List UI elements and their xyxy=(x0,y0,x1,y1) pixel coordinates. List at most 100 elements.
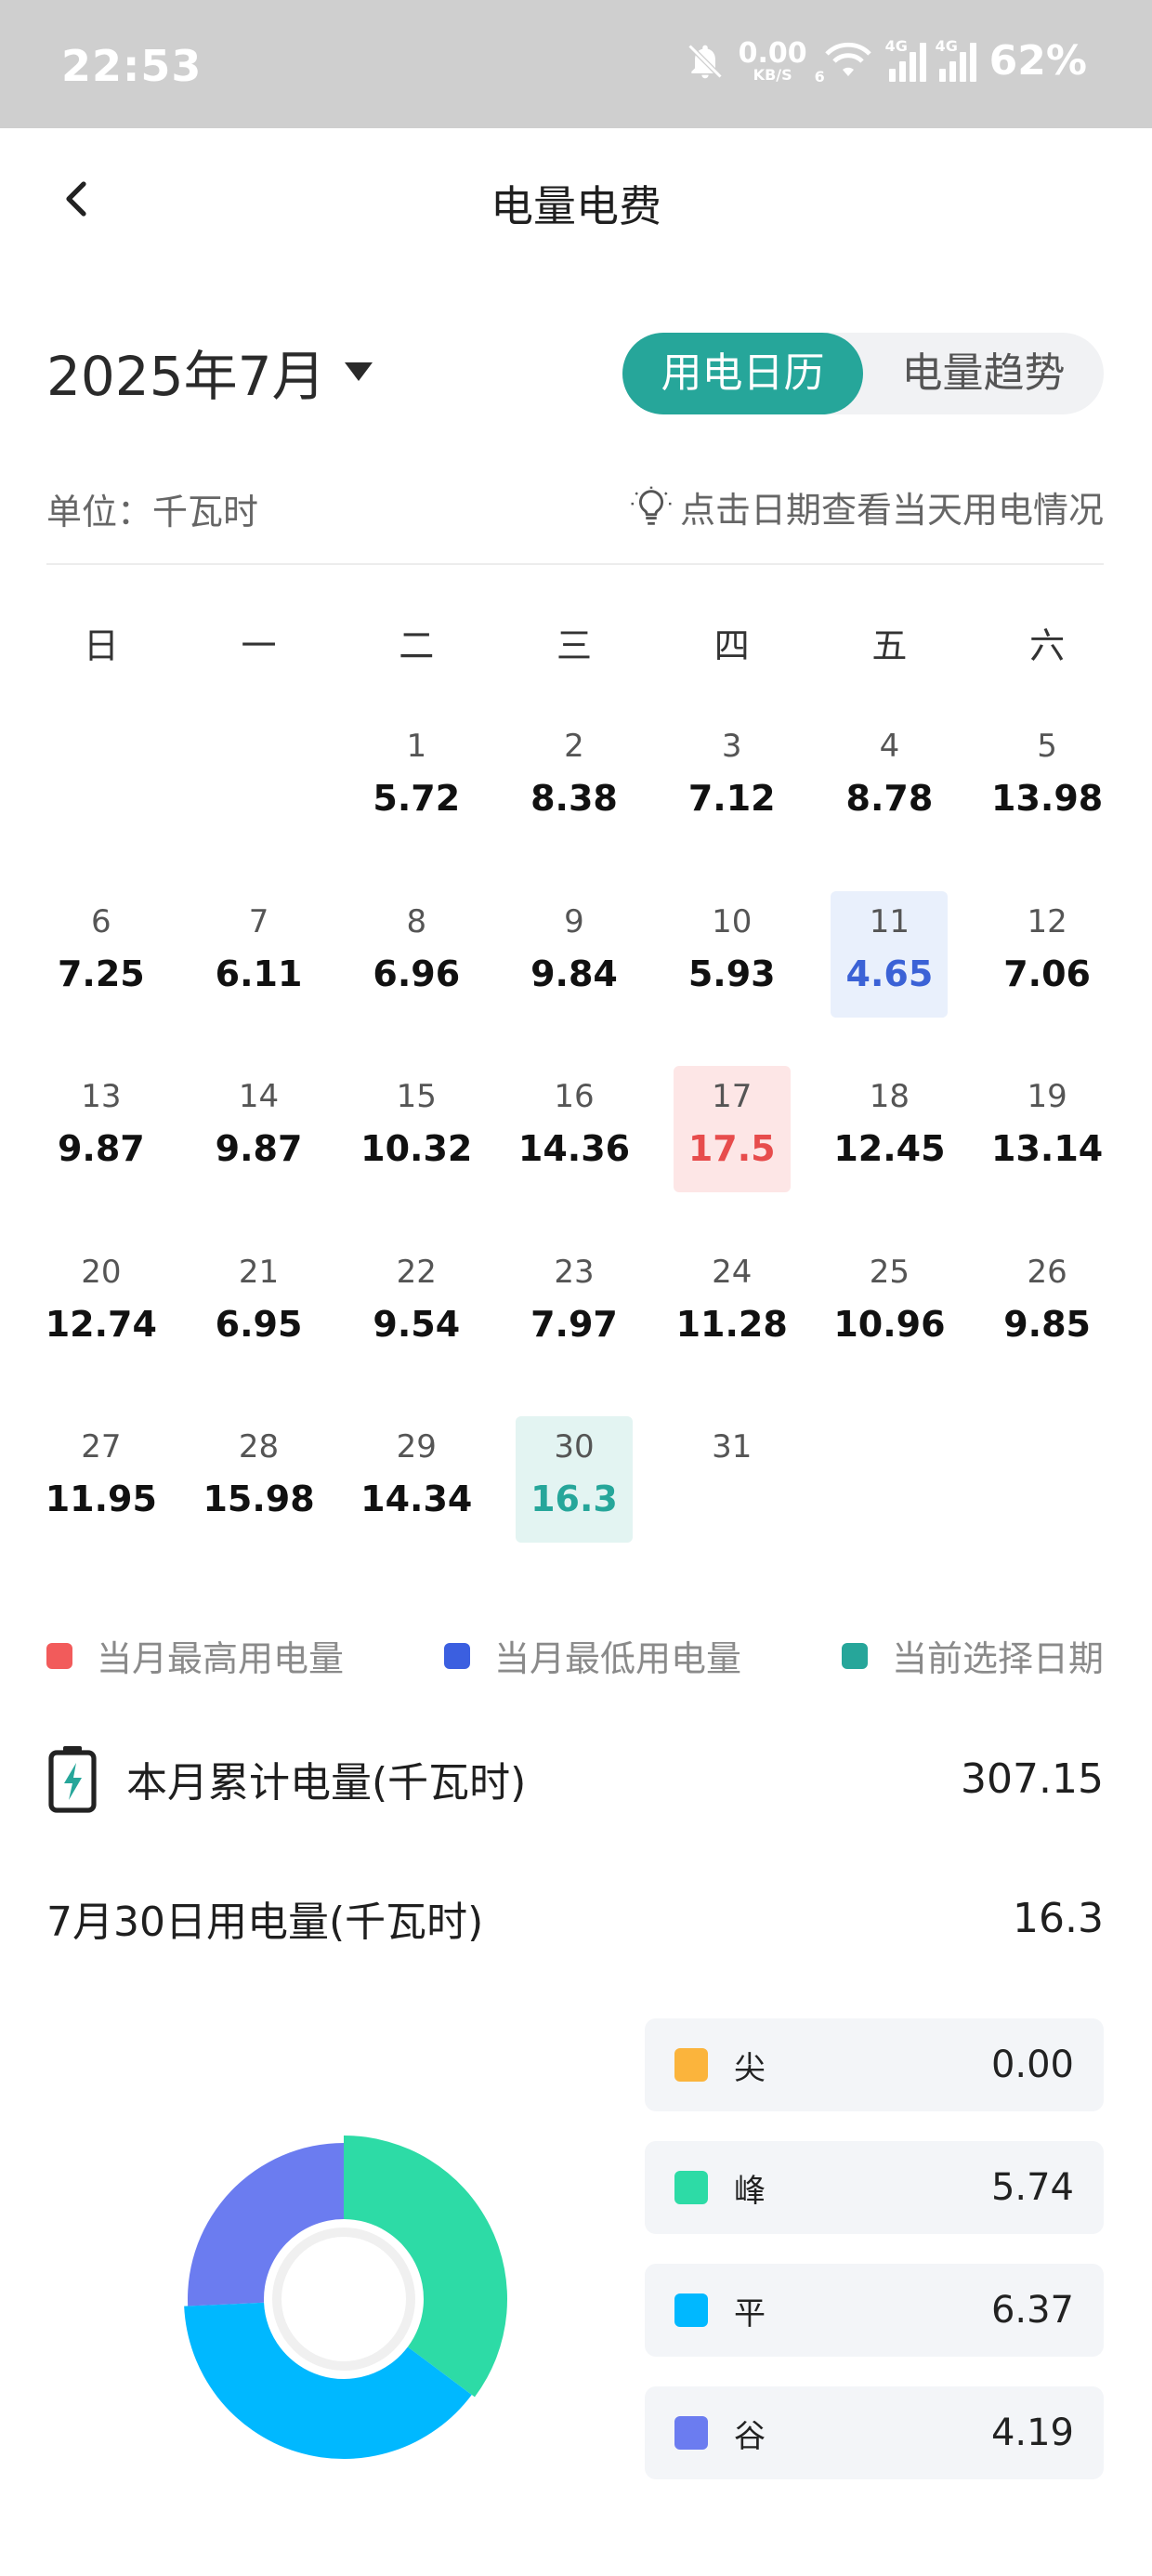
calendar-day-number: 16 xyxy=(554,1078,595,1115)
weekday-label: 三 xyxy=(556,625,592,666)
unit-label: 单位：千瓦时 xyxy=(46,492,259,532)
calendar-day[interactable]: 9 9.84 xyxy=(495,897,653,1072)
weekday-label: 六 xyxy=(1029,625,1066,666)
weekday-label: 四 xyxy=(713,625,750,666)
calendar-day-box: 2 8.38 xyxy=(516,716,633,842)
wifi-icon: 6 xyxy=(815,39,876,85)
calendar-day[interactable]: 12 7.06 xyxy=(968,897,1126,1072)
calendar-day-number: 6 xyxy=(91,902,111,940)
calendar-day-usage: 11.95 xyxy=(45,1479,157,1519)
calendar-day[interactable]: 19 13.14 xyxy=(968,1071,1126,1247)
status-time: 22:53 xyxy=(61,41,203,91)
calendar-day-number: 8 xyxy=(406,902,427,940)
tariff-card-flat: 平 6.37 xyxy=(645,2264,1104,2357)
calendar-day-box: 17 17.5 xyxy=(673,1066,791,1192)
calendar-day-usage: 13.98 xyxy=(991,778,1104,819)
signal-icon: 4G xyxy=(885,37,926,82)
calendar-day[interactable]: 27 11.95 xyxy=(22,1422,180,1597)
calendar-day-box: 24 11.28 xyxy=(674,1242,791,1368)
back-icon[interactable] xyxy=(56,177,100,221)
tariff-swatch xyxy=(674,2171,708,2204)
month-picker[interactable]: 2025年7月 xyxy=(46,333,373,411)
calendar-day[interactable]: 31 xyxy=(653,1422,811,1597)
calendar-day-box: 5 13.98 xyxy=(988,716,1106,842)
calendar-day[interactable]: 20 12.74 xyxy=(22,1247,180,1423)
calendar-day-usage: 7.97 xyxy=(530,1303,618,1345)
calendar-day-usage: 9.54 xyxy=(373,1303,461,1345)
calendar-day[interactable]: 18 12.45 xyxy=(811,1071,969,1247)
donut-slice xyxy=(184,2302,472,2459)
calendar-day[interactable]: 28 15.98 xyxy=(180,1422,338,1597)
legend-item-selected: 当前选择日期 xyxy=(841,1630,1104,1681)
calendar-day[interactable]: 26 9.85 xyxy=(968,1247,1126,1423)
bell-off-icon xyxy=(687,44,723,78)
calendar-day[interactable]: 4 8.78 xyxy=(811,721,969,897)
calendar-day[interactable]: 29 14.34 xyxy=(337,1422,495,1597)
calendar-day[interactable]: 13 9.87 xyxy=(22,1071,180,1247)
selected-day-label: 7月30日用电量(千瓦时) xyxy=(46,1899,484,1946)
calendar-day-box: 16 14.36 xyxy=(516,1066,633,1192)
calendar-day[interactable]: 6 7.25 xyxy=(22,897,180,1072)
calendar-day-number: 15 xyxy=(396,1078,437,1115)
calendar-day[interactable]: 22 9.54 xyxy=(337,1247,495,1423)
calendar-day[interactable]: 14 9.87 xyxy=(180,1071,338,1247)
tariff-name: 谷 xyxy=(734,2417,766,2455)
tariff-name: 平 xyxy=(734,2294,766,2333)
legend-label: 当前选择日期 xyxy=(891,1638,1104,1679)
calendar-day[interactable]: 5 13.98 xyxy=(968,721,1126,897)
divider xyxy=(46,563,1104,565)
view-toggle: 用电日历 电量趋势 xyxy=(622,333,1104,414)
calendar-day-number: 26 xyxy=(1027,1253,1067,1291)
calendar-day[interactable]: 30 16.3 xyxy=(495,1416,653,1597)
donut-slice xyxy=(344,2136,507,2398)
calendar-day[interactable]: 23 7.97 xyxy=(495,1247,653,1423)
app-header: 电量电费 xyxy=(0,128,1152,273)
calendar-day[interactable]: 25 10.96 xyxy=(811,1247,969,1423)
calendar-day-usage: 14.36 xyxy=(517,1128,631,1169)
calendar-day-number: 21 xyxy=(238,1253,280,1291)
calendar-day[interactable]: 1 5.72 xyxy=(337,721,495,897)
tab-calendar[interactable]: 用电日历 xyxy=(622,333,863,414)
calendar-day[interactable]: 16 14.36 xyxy=(495,1071,653,1247)
legend-label: 当月最低用电量 xyxy=(493,1638,741,1679)
calendar-day[interactable]: 8 6.96 xyxy=(337,897,495,1072)
calendar-day[interactable]: 3 7.12 xyxy=(653,721,811,897)
tariff-name: 尖 xyxy=(734,2049,766,2087)
calendar-day[interactable]: 7 6.11 xyxy=(180,897,338,1072)
calendar-day[interactable]: 10 5.93 xyxy=(653,897,811,1072)
calendar-day[interactable]: 2 8.38 xyxy=(495,721,653,897)
calendar-day-box: 13 9.87 xyxy=(43,1066,160,1192)
calendar-day-number: 17 xyxy=(712,1078,753,1115)
calendar-day[interactable]: 17 17.5 xyxy=(653,1066,811,1247)
calendar-day-box: 28 15.98 xyxy=(201,1416,318,1543)
legend-swatch xyxy=(443,1642,470,1669)
calendar-empty-cell xyxy=(180,721,338,897)
calendar-day-number: 30 xyxy=(554,1428,595,1465)
calendar-day-box: 20 12.74 xyxy=(43,1242,160,1368)
status-icons: 0.00 KB/S 6 4G 4G 62% xyxy=(685,37,1087,85)
calendar-day-number: 7 xyxy=(248,902,269,940)
calendar-day[interactable]: 24 11.28 xyxy=(653,1247,811,1423)
calendar-day-usage: 16.3 xyxy=(530,1479,618,1519)
calendar-day-number: 25 xyxy=(869,1253,910,1291)
calendar-day-number: 20 xyxy=(81,1253,122,1291)
calendar-day-number: 10 xyxy=(712,902,753,940)
calendar-day-box: 25 10.96 xyxy=(831,1242,948,1368)
tab-trend[interactable]: 电量趋势 xyxy=(901,349,1066,397)
calendar-day-box: 7 6.11 xyxy=(201,891,318,1018)
calendar-day[interactable]: 21 6.95 xyxy=(180,1247,338,1423)
calendar-day-number: 9 xyxy=(564,902,584,940)
hint-text: 点击日期查看当天用电情况 xyxy=(679,490,1104,531)
calendar-day-usage: 5.72 xyxy=(373,778,461,819)
calendar-day[interactable]: 11 4.65 xyxy=(811,890,969,1072)
tariff-swatch xyxy=(674,2048,708,2082)
selected-day-row: 7月30日用电量(千瓦时) 16.3 xyxy=(46,1881,1104,1955)
calendar-day-box: 21 6.95 xyxy=(201,1242,318,1368)
calendar-day-number: 28 xyxy=(238,1428,280,1465)
calendar-day-box: 1 5.72 xyxy=(358,716,475,842)
calendar-day[interactable]: 15 10.32 xyxy=(337,1071,495,1247)
tariff-name: 峰 xyxy=(734,2172,766,2210)
legend-label: 当月最高用电量 xyxy=(97,1638,345,1679)
calendar-day-box: 15 10.32 xyxy=(358,1066,475,1192)
legend-swatch xyxy=(841,1642,868,1669)
